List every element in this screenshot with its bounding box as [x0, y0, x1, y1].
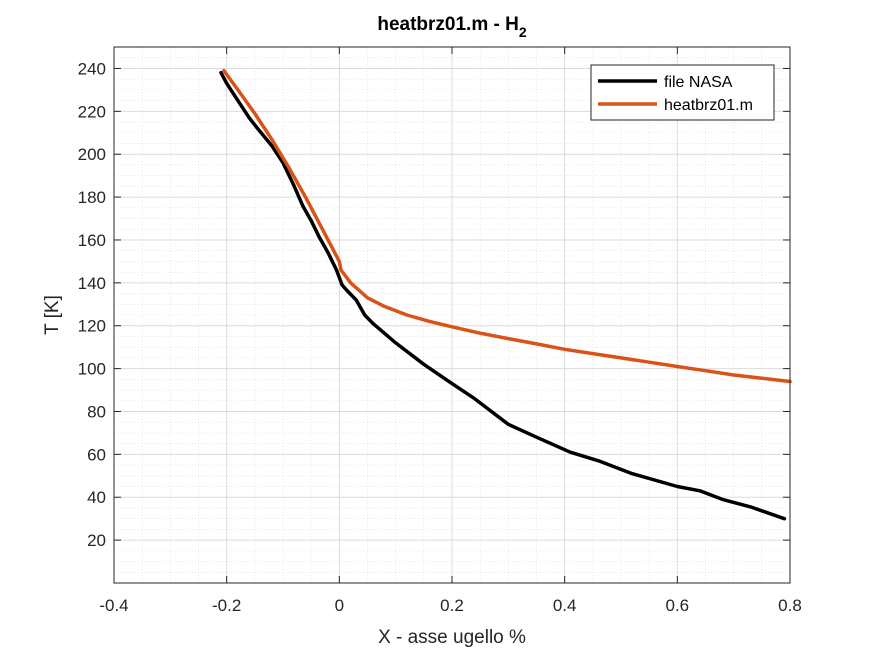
- y-tick-label: 100: [78, 360, 106, 379]
- x-tick-label: 0.6: [666, 596, 690, 615]
- x-tick-label: 0: [335, 596, 344, 615]
- y-tick-label: 40: [87, 488, 106, 507]
- series-line-file-nasa: [219, 70, 787, 521]
- y-tick-label: 160: [78, 231, 106, 250]
- y-tick-label: 20: [87, 531, 106, 550]
- y-tick-label: 140: [78, 274, 106, 293]
- data-lines: [219, 68, 792, 521]
- x-tick-label: -0.4: [99, 596, 128, 615]
- y-tick-label: 80: [87, 402, 106, 421]
- tick-marks: [113, 47, 791, 583]
- y-tick-label: 220: [78, 102, 106, 121]
- y-axis-label: T [K]: [42, 295, 63, 335]
- x-tick-label: 0.2: [440, 596, 464, 615]
- legend: file NASA heatbrz01.m: [590, 64, 775, 121]
- x-tick-label: 0.4: [553, 596, 577, 615]
- y-tick-label: 240: [78, 59, 106, 78]
- y-tick-label: 200: [78, 145, 106, 164]
- x-axis-label: X - asse ugello %: [378, 627, 526, 648]
- x-tick-label: -0.2: [212, 596, 241, 615]
- series-line-heatbrz01: [222, 68, 792, 384]
- legend-label-file-nasa: file NASA: [664, 74, 733, 91]
- x-tick-labels: -0.4 -0.2 0 0.2 0.4 0.6 0.8: [99, 596, 801, 615]
- y-tick-label: 60: [87, 445, 106, 464]
- chart-title-subscript: 2: [519, 24, 527, 40]
- y-tick-labels: 20 40 60 80 100 120 140 160 180 200 220 240: [78, 59, 106, 550]
- legend-box: [590, 64, 775, 121]
- legend-label-heatbrz01: heatbrz01.m: [664, 97, 753, 114]
- chart-title-text: heatbrz01.m - H: [377, 14, 518, 35]
- chart-title: heatbrz01.m - H2: [377, 14, 526, 40]
- x-tick-label: 0.8: [778, 596, 802, 615]
- y-tick-label: 180: [78, 188, 106, 207]
- minor-grid: [114, 47, 790, 583]
- y-tick-label: 120: [78, 317, 106, 336]
